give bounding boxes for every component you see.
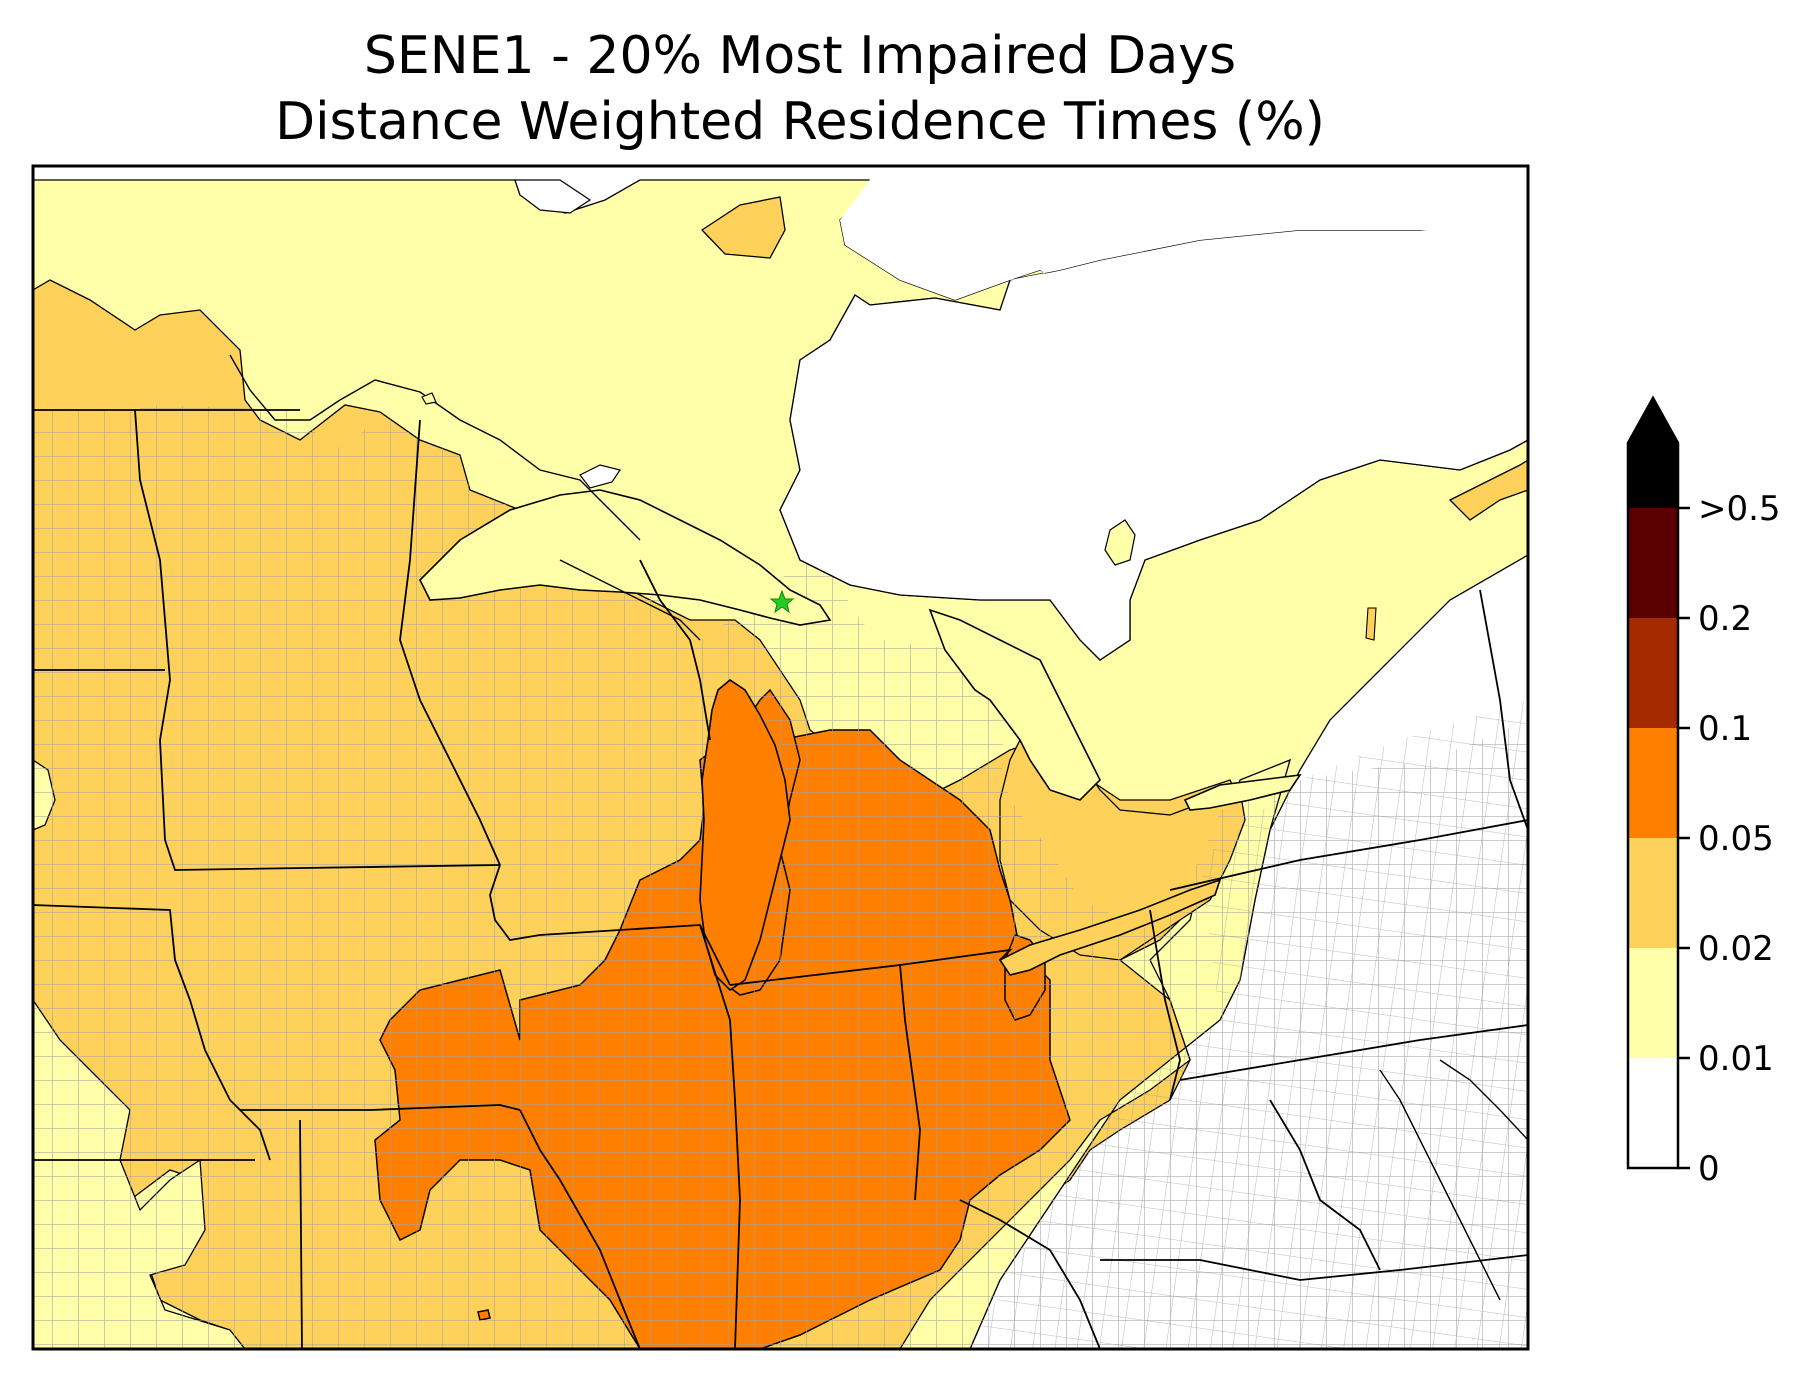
lake-nipigon (579, 464, 621, 489)
colorbar-tick-label: 0.01 (1698, 1039, 1774, 1079)
contour-0.02-0.05-lake-superior-island (700, 196, 786, 259)
north-white-patch (514, 179, 592, 214)
colorbar-tick-label: 0.02 (1698, 929, 1774, 969)
star-icon (769, 589, 795, 614)
colorbar-bin (1628, 618, 1678, 728)
colorbar-tick-label: >0.5 (1698, 489, 1781, 529)
colorbar-tick-label: 0 (1698, 1149, 1720, 1189)
colorbar-extend-arrow (1628, 398, 1678, 508)
small-island (421, 392, 437, 405)
map-title-line-2: Distance Weighted Residence Times (%) (275, 92, 1325, 152)
colorbar-tick-label: 0.05 (1698, 819, 1774, 859)
lake-huron (928, 608, 1101, 801)
coastlines (229, 354, 1528, 1301)
map-area (33, 166, 1528, 1349)
lake-michigan (699, 679, 791, 992)
lake-superior (419, 489, 832, 626)
colorbar-tick-label: 0.1 (1698, 709, 1752, 749)
colorbar-bin (1628, 838, 1678, 948)
map-title-line-1: SENE1 - 20% Most Impaired Days (363, 26, 1237, 86)
north-water (840, 166, 1528, 300)
county-boundaries-east (970, 700, 1528, 1349)
map-frame (31, 164, 1530, 1351)
lake-erie (998, 878, 1222, 976)
colorbar-bin (1628, 508, 1678, 618)
colorbar-bin (1628, 1058, 1678, 1168)
contour-0.02-0.05-quebec (1448, 459, 1528, 521)
east-isle (1365, 607, 1377, 641)
colorbar-bin (1628, 728, 1678, 838)
colorbar-outline (1626, 395, 1680, 1170)
colorbar-bin (1628, 948, 1678, 1058)
state-borders (33, 409, 1528, 1349)
akimiski-island (1104, 519, 1136, 566)
lake-ontario (1183, 773, 1302, 811)
colorbar: >0.5 0.2 0.1 0.05 0.02 0.01 0 (1626, 395, 1781, 1189)
colorbar-tick-label: 0.2 (1698, 599, 1752, 639)
